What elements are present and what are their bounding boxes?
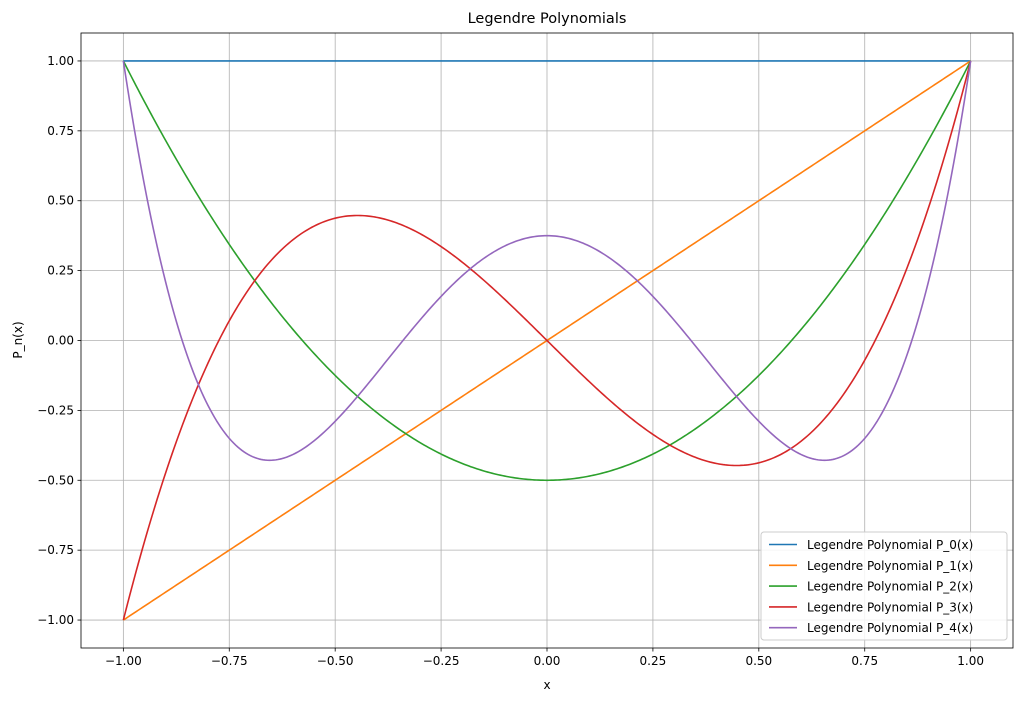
series-line-p4 bbox=[122, 60, 972, 462]
x-tick-label: −1.00 bbox=[105, 654, 142, 668]
x-tick-label: 1.00 bbox=[957, 654, 984, 668]
legend-entry: Legendre Polynomial P_4(x) bbox=[807, 621, 973, 635]
x-tick-label: −0.75 bbox=[211, 654, 248, 668]
x-tick-label: −0.50 bbox=[317, 654, 354, 668]
legend-entry: Legendre Polynomial P_2(x) bbox=[807, 580, 973, 594]
x-tick-label: −0.25 bbox=[423, 654, 460, 668]
y-tick-label: 0.75 bbox=[47, 124, 74, 138]
y-tick-label: −0.25 bbox=[37, 403, 74, 417]
x-axis-ticks: −1.00 −0.75 −0.50 −0.25 0.00 0.25 0.50 0.75 1.00 bbox=[105, 648, 984, 668]
y-tick-label: 0.00 bbox=[47, 334, 74, 348]
y-tick-label: −0.75 bbox=[37, 543, 74, 557]
series-lines bbox=[122, 60, 972, 621]
y-axis-label: P_n(x) bbox=[11, 321, 25, 358]
x-axis-label: x bbox=[543, 678, 550, 692]
chart-title: Legendre Polynomials bbox=[468, 11, 627, 27]
series-line-p3 bbox=[122, 60, 972, 621]
legend-entry: Legendre Polynomial P_0(x) bbox=[807, 538, 973, 552]
legend-entry: Legendre Polynomial P_3(x) bbox=[807, 600, 973, 614]
series-line-p2 bbox=[122, 60, 972, 482]
legend-box bbox=[760, 531, 1008, 641]
y-tick-label: 0.50 bbox=[47, 194, 74, 208]
y-tick-label: 1.00 bbox=[47, 54, 74, 68]
y-tick-label: 0.25 bbox=[47, 264, 74, 278]
y-tick-label: −1.00 bbox=[37, 613, 74, 627]
x-tick-label: 0.00 bbox=[534, 654, 561, 668]
x-tick-label: 0.75 bbox=[851, 654, 878, 668]
x-tick-label: 0.25 bbox=[640, 654, 667, 668]
y-tick-label: −0.50 bbox=[37, 473, 74, 487]
legend-entry: Legendre Polynomial P_1(x) bbox=[807, 559, 973, 573]
y-axis-ticks: −1.00 −0.75 −0.50 −0.25 0.00 0.25 0.50 0.75 1.00 bbox=[37, 54, 81, 627]
legend: Legendre Polynomial P_0(x) Legendre Polyn… bbox=[760, 531, 1008, 641]
x-tick-label: 0.50 bbox=[745, 654, 772, 668]
